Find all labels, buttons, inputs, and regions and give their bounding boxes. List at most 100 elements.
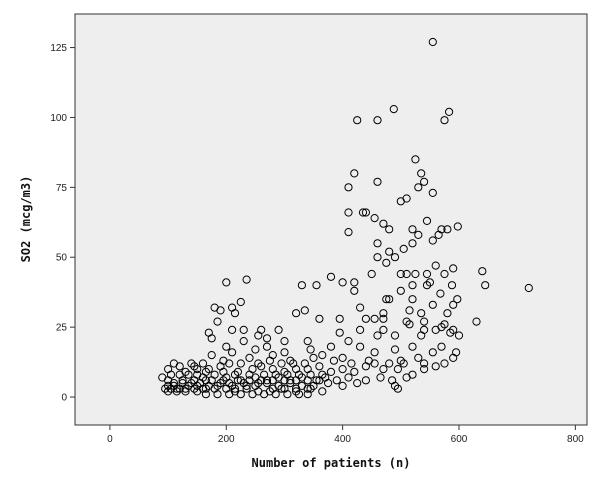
data-point xyxy=(332,376,341,385)
data-point xyxy=(315,376,324,385)
data-point xyxy=(447,281,457,290)
data-point xyxy=(379,365,388,374)
data-point xyxy=(449,325,458,334)
data-point xyxy=(265,356,274,365)
data-point xyxy=(268,376,277,385)
data-point xyxy=(161,384,170,393)
data-point xyxy=(417,309,426,318)
data-point xyxy=(213,381,222,390)
data-point xyxy=(201,384,210,393)
data-point xyxy=(193,387,202,396)
data-point xyxy=(431,325,440,334)
data-point xyxy=(190,362,199,371)
data-point xyxy=(370,314,379,323)
data-point xyxy=(306,345,315,354)
data-point xyxy=(428,236,437,245)
y-axis: 0 25 50 75 100 125 xyxy=(50,43,75,404)
data-point xyxy=(193,365,202,374)
x-axis: 0 200 400 600 800 xyxy=(107,425,584,445)
data-point xyxy=(367,269,376,279)
data-point xyxy=(344,208,353,217)
data-point xyxy=(356,303,365,312)
data-point xyxy=(338,278,347,287)
data-point xyxy=(344,337,353,346)
data-point xyxy=(166,370,176,379)
data-point xyxy=(385,225,394,234)
data-point xyxy=(280,337,289,346)
data-point xyxy=(251,345,260,354)
data-point xyxy=(379,325,388,334)
data-point xyxy=(428,348,437,357)
data-point xyxy=(350,286,359,295)
data-point xyxy=(274,325,283,334)
data-point xyxy=(254,331,263,340)
data-point xyxy=(353,116,362,125)
data-point xyxy=(370,359,379,368)
data-point xyxy=(164,387,173,396)
data-point xyxy=(245,370,254,379)
data-point xyxy=(425,278,434,287)
data-point xyxy=(236,297,245,307)
y-tick-label: 50 xyxy=(56,253,68,264)
data-point xyxy=(207,376,216,385)
data-point xyxy=(262,342,272,351)
data-point xyxy=(411,269,420,279)
data-point xyxy=(300,306,309,315)
data-point xyxy=(361,362,370,371)
data-point xyxy=(326,342,336,351)
data-point xyxy=(210,303,219,312)
data-point xyxy=(422,269,432,279)
data-point xyxy=(373,239,382,248)
data-point xyxy=(225,359,234,368)
data-point xyxy=(449,300,458,309)
data-point xyxy=(454,331,464,340)
data-point xyxy=(393,365,402,374)
data-point xyxy=(297,281,306,290)
data-point xyxy=(338,353,347,362)
data-point xyxy=(286,356,295,365)
data-point xyxy=(361,376,370,385)
data-point xyxy=(405,320,414,329)
data-point xyxy=(390,381,400,390)
data-point xyxy=(315,362,324,371)
data-point xyxy=(236,390,245,399)
data-point xyxy=(277,384,286,393)
data-point xyxy=(350,169,359,178)
data-point xyxy=(289,359,298,368)
data-point xyxy=(207,351,216,360)
data-point xyxy=(344,228,353,237)
data-point xyxy=(408,225,417,234)
data-point xyxy=(222,342,231,351)
data-point xyxy=(187,359,196,368)
data-point xyxy=(358,208,368,217)
data-point xyxy=(385,295,394,304)
data-point xyxy=(292,387,301,396)
x-tick-label: 600 xyxy=(451,434,468,445)
data-point xyxy=(254,359,263,368)
data-point xyxy=(382,295,391,304)
data-point xyxy=(408,295,417,304)
plot-area xyxy=(74,13,588,426)
data-point xyxy=(373,116,382,125)
data-point xyxy=(385,247,394,256)
data-point xyxy=(225,379,234,388)
data-point xyxy=(420,177,429,186)
data-point xyxy=(393,384,402,393)
data-point xyxy=(303,384,312,393)
data-point xyxy=(402,373,411,382)
data-point xyxy=(440,359,449,368)
data-point xyxy=(449,264,458,273)
data-point xyxy=(428,37,437,47)
data-point xyxy=(303,337,312,346)
data-point xyxy=(184,381,193,390)
data-point xyxy=(181,384,190,393)
data-point xyxy=(376,373,385,382)
data-point xyxy=(452,348,461,357)
y-tick-label: 0 xyxy=(61,393,67,404)
data-point xyxy=(373,331,382,340)
data-point xyxy=(405,306,414,315)
data-point xyxy=(172,384,181,393)
x-tick-label: 200 xyxy=(218,434,235,445)
data-point xyxy=(292,309,301,318)
data-point xyxy=(344,373,353,382)
